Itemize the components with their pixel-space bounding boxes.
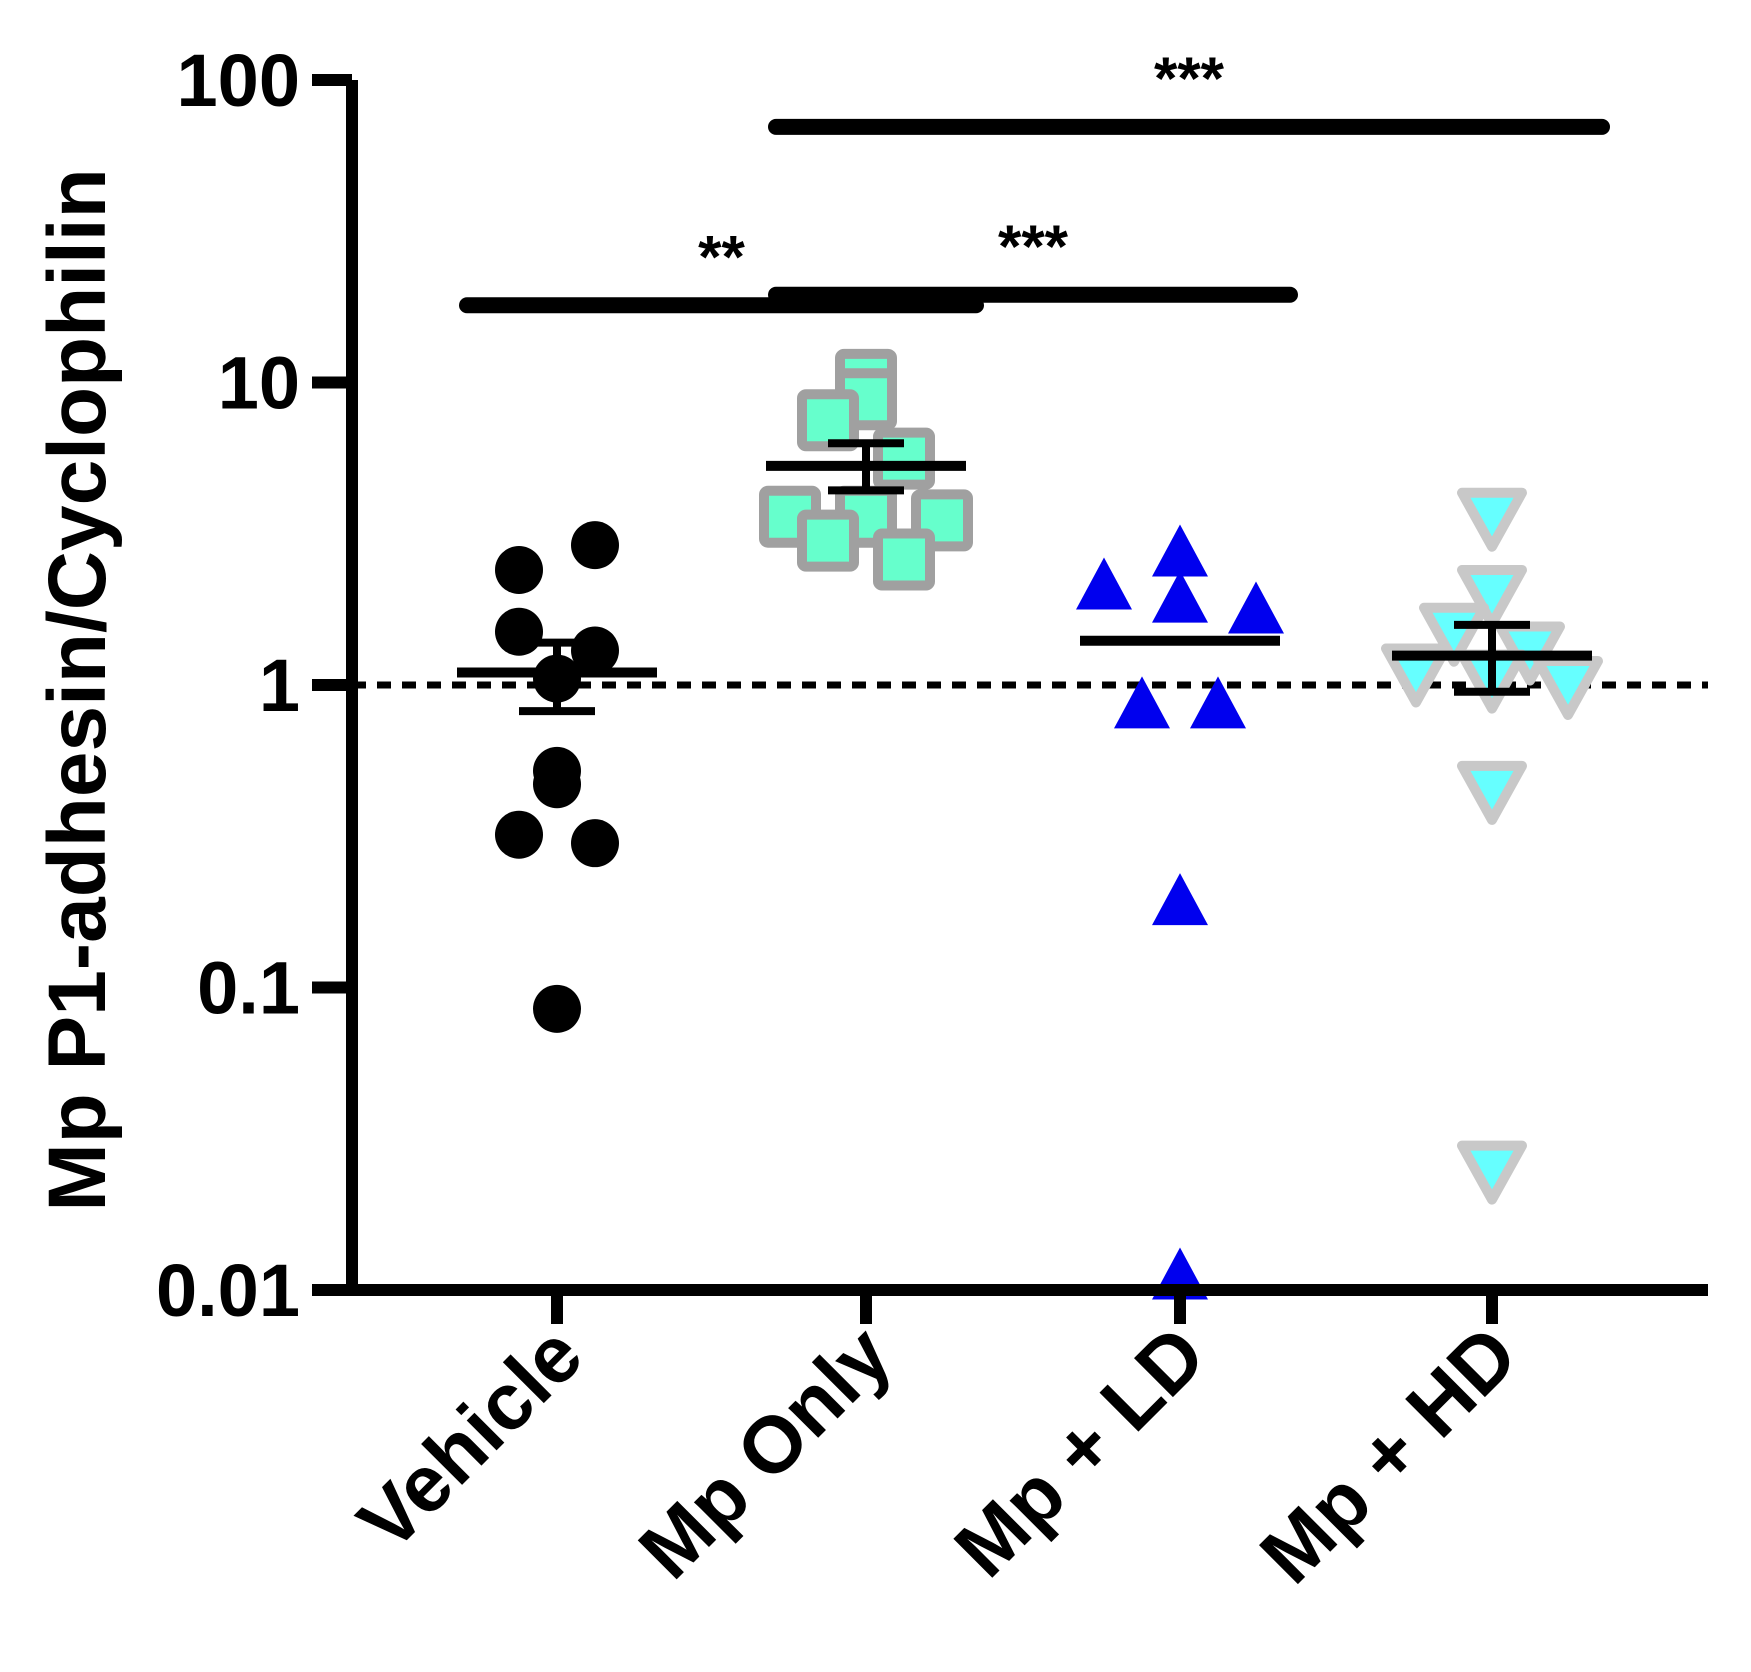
data-point: [1152, 524, 1208, 577]
significance-label: ***: [1154, 45, 1225, 112]
y-tick-label: 0.1: [197, 947, 300, 1030]
data-point: [495, 545, 543, 594]
data-point: [495, 810, 543, 859]
significance-label: ***: [998, 213, 1069, 280]
data-point: [1457, 760, 1527, 825]
y-tick-label: 10: [218, 342, 300, 425]
y-tick-label: 0.01: [156, 1249, 300, 1332]
data-point: [1457, 487, 1527, 552]
data-point: [1381, 643, 1451, 708]
x-tick-label: Mp + HD: [1243, 1309, 1534, 1600]
x-tick-label: Mp Only: [622, 1309, 908, 1595]
data-point: [1457, 1140, 1527, 1205]
data-point: [1533, 656, 1603, 720]
x-tick-label: Mp + LD: [938, 1309, 1222, 1593]
data-point: [1190, 676, 1246, 729]
data-point: [533, 760, 581, 809]
data-point: [873, 528, 935, 591]
data-point: [1152, 873, 1208, 926]
data-point: [533, 984, 581, 1033]
data-point: [1457, 564, 1527, 629]
data-point: [1114, 676, 1170, 729]
significance-label: **: [698, 223, 745, 290]
data-point: [1076, 557, 1132, 610]
data-point: [571, 521, 619, 570]
y-tick-label: 100: [177, 39, 300, 122]
data-point: [1152, 570, 1208, 623]
y-tick-label: 1: [259, 644, 300, 727]
data-point: [571, 626, 619, 675]
data-point: [1228, 581, 1284, 634]
x-tick-label: Vehicle: [341, 1309, 599, 1567]
data-point: [571, 819, 619, 868]
data-point: [797, 509, 859, 572]
data-point: [495, 607, 543, 656]
y-axis-title: Mp P1-adhesin/Cyclophilin: [32, 168, 123, 1211]
data-point: [797, 389, 859, 452]
